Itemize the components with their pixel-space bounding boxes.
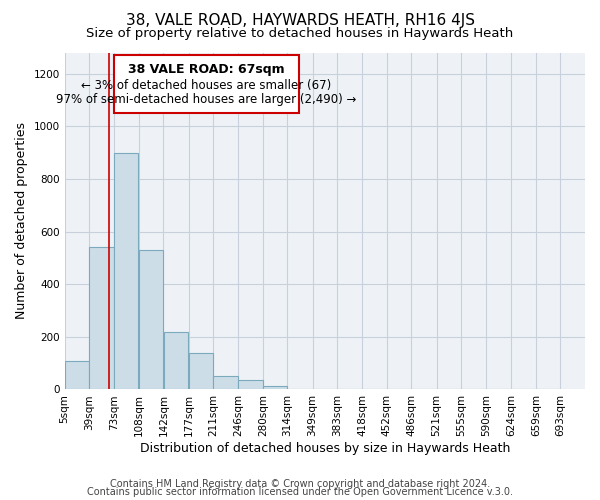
Y-axis label: Number of detached properties: Number of detached properties — [15, 122, 28, 320]
Bar — [189, 352, 213, 390]
Bar — [65, 360, 89, 390]
Text: ← 3% of detached houses are smaller (67): ← 3% of detached houses are smaller (67) — [81, 79, 331, 92]
X-axis label: Distribution of detached houses by size in Haywards Heath: Distribution of detached houses by size … — [140, 442, 510, 455]
Text: Contains HM Land Registry data © Crown copyright and database right 2024.: Contains HM Land Registry data © Crown c… — [110, 479, 490, 489]
Bar — [263, 386, 287, 390]
Bar — [114, 152, 138, 390]
Bar — [238, 380, 263, 390]
Bar — [113, 55, 299, 113]
Bar — [139, 250, 163, 390]
Text: 38 VALE ROAD: 67sqm: 38 VALE ROAD: 67sqm — [128, 63, 284, 76]
Text: Contains public sector information licensed under the Open Government Licence v.: Contains public sector information licen… — [87, 487, 513, 497]
Text: Size of property relative to detached houses in Haywards Heath: Size of property relative to detached ho… — [86, 28, 514, 40]
Bar — [89, 248, 113, 390]
Text: 38, VALE ROAD, HAYWARDS HEATH, RH16 4JS: 38, VALE ROAD, HAYWARDS HEATH, RH16 4JS — [125, 12, 475, 28]
Bar — [213, 376, 238, 390]
Bar — [164, 332, 188, 390]
Text: 97% of semi-detached houses are larger (2,490) →: 97% of semi-detached houses are larger (… — [56, 94, 356, 106]
